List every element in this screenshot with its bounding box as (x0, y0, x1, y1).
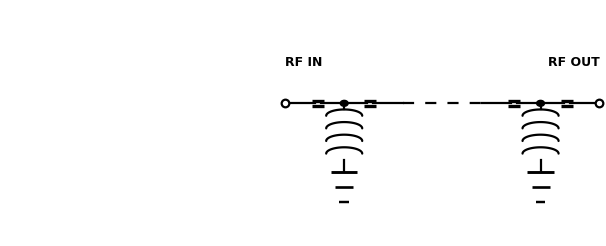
Text: RF IN: RF IN (285, 56, 322, 69)
Circle shape (341, 100, 348, 106)
Text: RF OUT: RF OUT (548, 56, 599, 69)
Circle shape (537, 100, 544, 106)
